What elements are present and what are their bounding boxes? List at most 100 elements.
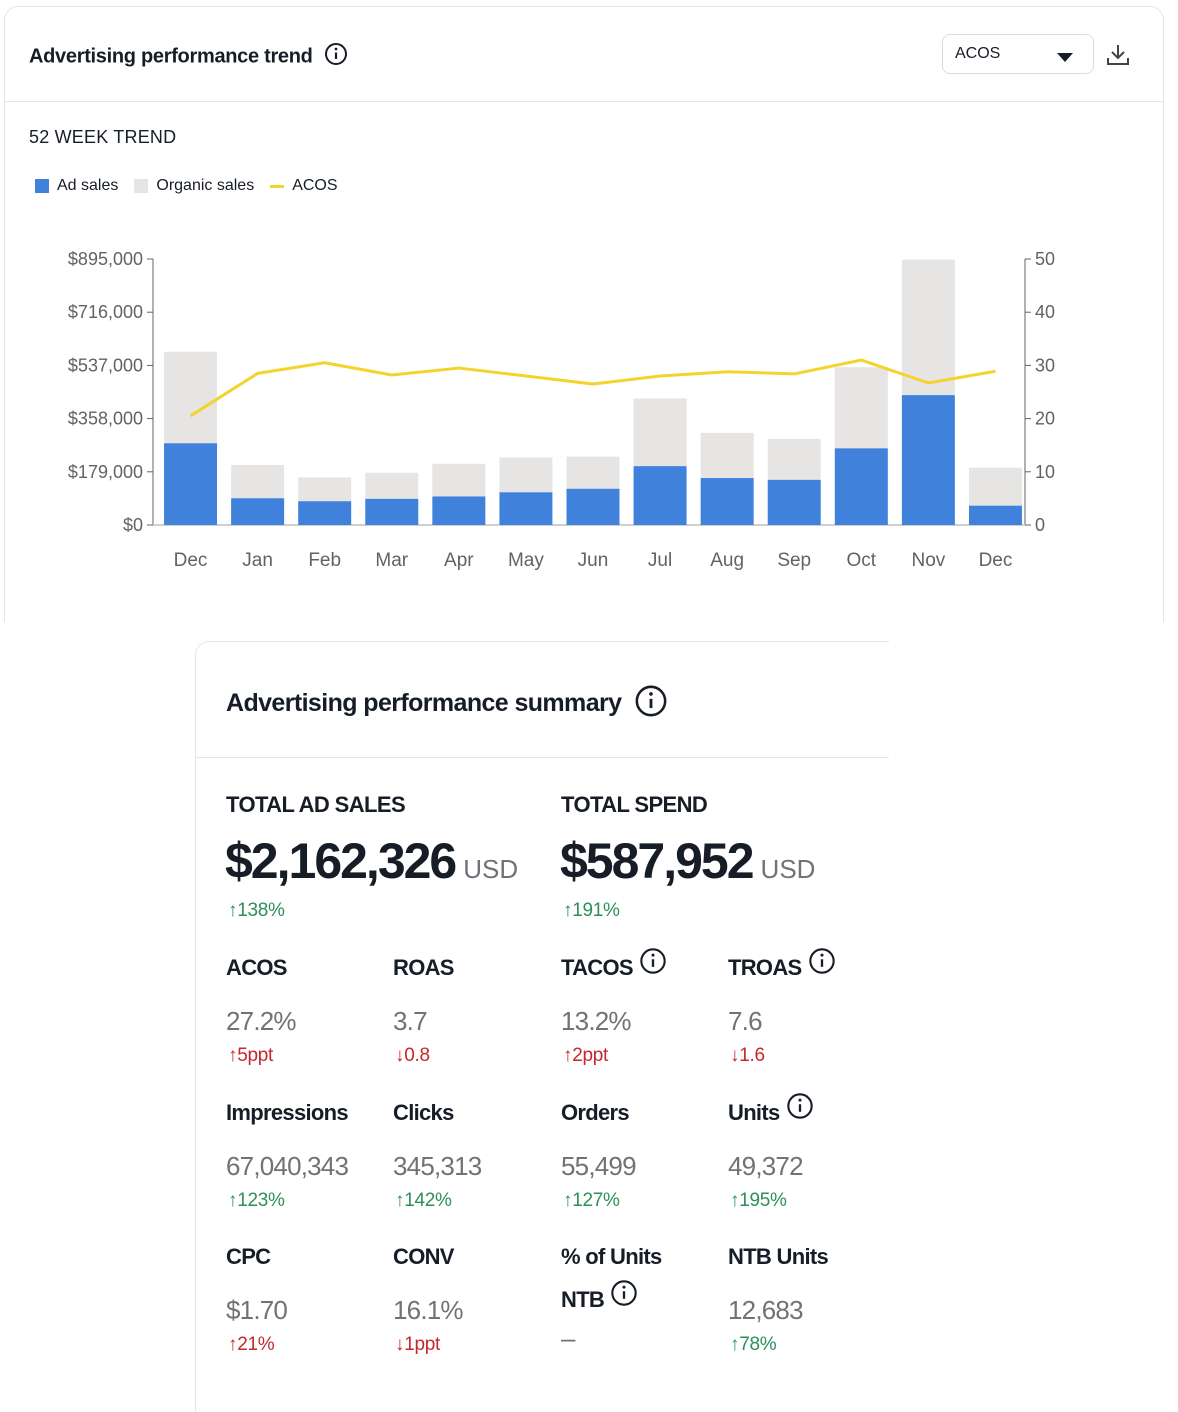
metric-change: ↓1ppt bbox=[395, 1334, 440, 1356]
metric-label-text: Units bbox=[728, 1100, 780, 1125]
y-left-tick-label: $895,000 bbox=[68, 249, 143, 269]
info-icon[interactable] bbox=[786, 1091, 814, 1134]
organic-sales-bar bbox=[566, 456, 620, 489]
y-left-tick-label: $537,000 bbox=[68, 355, 143, 375]
ad-sales-bar bbox=[298, 501, 352, 525]
x-tick-label: Jul bbox=[648, 550, 672, 571]
metric-value: 67,040,343 bbox=[226, 1151, 349, 1181]
metric-change: ↑123% bbox=[228, 1190, 285, 1212]
y-right-tick-label: 40 bbox=[1035, 302, 1055, 322]
summary-card: Advertising performance summary TOTAL AD… bbox=[195, 641, 889, 1412]
metric-label: ROAS bbox=[393, 946, 454, 989]
metric-value: 345,313 bbox=[393, 1151, 482, 1181]
x-tick-label: Jun bbox=[578, 550, 609, 571]
metric-label: Units bbox=[728, 1091, 814, 1134]
arrow-up-icon: ↑ bbox=[228, 1334, 238, 1355]
metric-label-text: TROAS bbox=[728, 955, 802, 980]
info-icon[interactable] bbox=[324, 42, 348, 72]
metric-label: TACOS bbox=[561, 946, 667, 989]
metric-change-value: 195% bbox=[739, 1190, 787, 1211]
metric-change: ↑78% bbox=[730, 1334, 777, 1356]
metric-change-value: 1ppt bbox=[404, 1334, 440, 1355]
metric-label-text: ACOS bbox=[226, 955, 287, 980]
ad-sales-bar bbox=[700, 478, 754, 525]
metric-change: ↑2ppt bbox=[563, 1045, 608, 1067]
metric-label: TROAS bbox=[728, 946, 836, 989]
legend-ad-sales[interactable]: Ad sales bbox=[35, 177, 118, 195]
ad-sales-bar bbox=[499, 492, 553, 525]
acos-line bbox=[189, 358, 996, 418]
metric-change-value: 0.8 bbox=[404, 1045, 430, 1066]
metric-value: 13.2% bbox=[561, 1006, 632, 1036]
organic-sales-bar bbox=[499, 457, 553, 493]
ad-sales-bar bbox=[767, 479, 821, 525]
total-spend-label: TOTAL SPEND bbox=[561, 792, 708, 817]
ad-sales-bar bbox=[633, 466, 687, 525]
arrow-up-icon: ↑ bbox=[730, 1190, 740, 1211]
info-icon[interactable] bbox=[639, 946, 667, 989]
x-tick-label: May bbox=[508, 550, 544, 571]
organic-sales-bar bbox=[968, 467, 1022, 506]
x-tick-label: Apr bbox=[444, 550, 474, 571]
organic-sales-bar bbox=[298, 477, 352, 502]
x-tick-label: Sep bbox=[777, 550, 811, 571]
metric-change-value: 21% bbox=[237, 1334, 275, 1355]
metric-label-text: Clicks bbox=[393, 1100, 454, 1125]
download-icon[interactable] bbox=[1104, 41, 1132, 69]
y-right-tick-label: 10 bbox=[1035, 462, 1055, 482]
metric-change: ↑127% bbox=[563, 1190, 620, 1212]
total-spend-value: $587,952 USD bbox=[560, 832, 815, 890]
organic-sales-swatch bbox=[134, 179, 149, 193]
metric-label-text: Impressions bbox=[226, 1100, 349, 1125]
organic-sales-bar bbox=[365, 472, 419, 499]
y-right-tick-label: 30 bbox=[1035, 355, 1055, 375]
organic-sales-bar bbox=[231, 464, 285, 499]
legend-acos[interactable]: ACOS bbox=[270, 177, 338, 195]
metric-change: ↑195% bbox=[730, 1190, 787, 1212]
x-tick-label: Oct bbox=[847, 550, 877, 571]
total-ad-sales-amount: $2,162,326 bbox=[225, 833, 457, 889]
metric-value: 49,372 bbox=[728, 1151, 804, 1181]
trend-chart: $0 $179,000 $358,000 $537,000 $716,000 $895,0… bbox=[68, 249, 1055, 571]
total-spend-amount: $587,952 bbox=[560, 833, 755, 889]
organic-sales-bar bbox=[834, 367, 888, 449]
metric-select[interactable]: ACOS bbox=[942, 34, 1094, 74]
arrow-up-icon: ↑ bbox=[730, 1334, 740, 1355]
metric-value: $1.70 bbox=[226, 1295, 288, 1325]
total-ad-sales-label: TOTAL AD SALES bbox=[226, 792, 406, 817]
arrow-down-icon: ↓ bbox=[395, 1045, 405, 1066]
x-tick-label: Dec bbox=[979, 550, 1013, 571]
metric-value: 7.6 bbox=[728, 1006, 763, 1036]
metric-value: 3.7 bbox=[393, 1006, 428, 1036]
metric-label: NTB Units bbox=[728, 1235, 829, 1278]
x-tick-label: Mar bbox=[375, 550, 408, 571]
acos-swatch bbox=[270, 184, 285, 188]
total-spend-unit: USD bbox=[760, 854, 816, 884]
metric-value: 16.1% bbox=[393, 1295, 464, 1325]
metric-change-value: 127% bbox=[572, 1190, 620, 1211]
metric-label: Clicks bbox=[393, 1091, 454, 1134]
ad-sales-bar bbox=[432, 496, 486, 525]
week-trend-label: 52 WEEK TREND bbox=[29, 127, 177, 147]
organic-sales-bar bbox=[432, 463, 486, 497]
info-icon[interactable] bbox=[634, 684, 668, 725]
trend-card: Advertising performance trend ACOS 52 WE… bbox=[4, 6, 1164, 622]
info-icon[interactable] bbox=[808, 946, 836, 989]
metric-change: ↑21% bbox=[228, 1334, 275, 1356]
metric-value: 55,499 bbox=[561, 1151, 637, 1181]
metric-change: ↑5ppt bbox=[228, 1045, 273, 1067]
arrow-down-icon: ↓ bbox=[395, 1334, 405, 1355]
ad-sales-bar bbox=[566, 488, 620, 525]
summary-header: Advertising performance summary bbox=[196, 642, 889, 758]
info-icon[interactable] bbox=[610, 1278, 638, 1321]
arrow-up-icon: ↑ bbox=[228, 1190, 238, 1211]
x-tick-label: Jan bbox=[242, 550, 273, 571]
legend-organic-sales[interactable]: Organic sales bbox=[134, 177, 254, 195]
ad-sales-bar bbox=[834, 448, 888, 525]
metric-label: Impressions bbox=[226, 1091, 349, 1134]
metric-label: CONV bbox=[393, 1235, 454, 1278]
info-icon-svg bbox=[640, 947, 666, 974]
metric-change: ↓0.8 bbox=[395, 1045, 430, 1067]
legend-ad-sales-label: Ad sales bbox=[57, 177, 119, 194]
total-ad-sales-value: $2,162,326 USD bbox=[225, 832, 518, 890]
